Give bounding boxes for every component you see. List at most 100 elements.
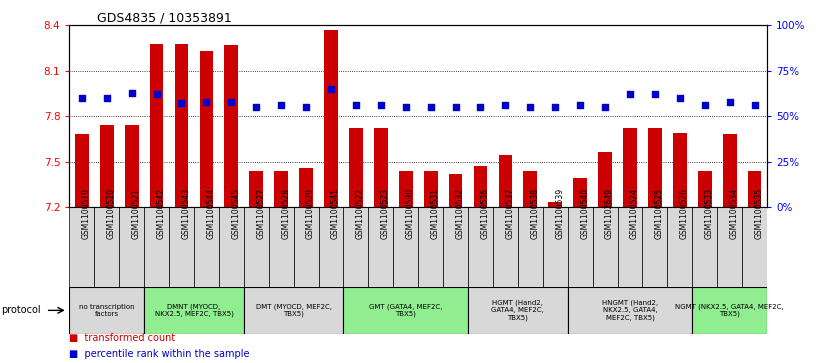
Point <box>375 102 388 108</box>
FancyBboxPatch shape <box>294 207 318 287</box>
FancyBboxPatch shape <box>443 207 468 287</box>
FancyBboxPatch shape <box>692 207 717 287</box>
Point <box>723 99 736 105</box>
FancyBboxPatch shape <box>468 207 493 287</box>
Bar <box>548 202 562 207</box>
Text: GSM1100537: GSM1100537 <box>505 188 514 239</box>
Bar <box>723 134 737 207</box>
Bar <box>598 152 612 207</box>
Text: protocol: protocol <box>1 305 41 315</box>
Text: GSM1102649: GSM1102649 <box>605 188 614 239</box>
Text: no transcription
factors: no transcription factors <box>79 304 135 317</box>
Text: GSM1100541: GSM1100541 <box>331 188 340 239</box>
Text: GSM1100542: GSM1100542 <box>157 188 166 239</box>
FancyBboxPatch shape <box>543 207 568 287</box>
FancyBboxPatch shape <box>418 207 443 287</box>
Bar <box>424 171 437 207</box>
Text: GSM1100528: GSM1100528 <box>282 188 290 239</box>
Point <box>325 86 338 92</box>
Point <box>75 95 88 101</box>
Bar <box>499 155 512 207</box>
Text: GSM1100520: GSM1100520 <box>107 188 116 239</box>
Bar <box>648 128 662 207</box>
Text: GDS4835 / 10353891: GDS4835 / 10353891 <box>97 11 232 24</box>
Text: GSM1100524: GSM1100524 <box>630 188 639 239</box>
Text: GSM1100521: GSM1100521 <box>131 188 140 239</box>
Text: ■  transformed count: ■ transformed count <box>69 333 175 343</box>
FancyBboxPatch shape <box>244 287 344 334</box>
Text: GSM1100540: GSM1100540 <box>580 188 589 239</box>
Bar <box>524 171 537 207</box>
Text: GSM1100527: GSM1100527 <box>256 188 265 239</box>
Bar <box>299 168 313 207</box>
Text: HGMT (Hand2,
GATA4, MEF2C,
TBX5): HGMT (Hand2, GATA4, MEF2C, TBX5) <box>491 300 544 321</box>
Text: DMNT (MYOCD,
NKX2.5, MEF2C, TBX5): DMNT (MYOCD, NKX2.5, MEF2C, TBX5) <box>154 303 233 317</box>
FancyBboxPatch shape <box>667 207 692 287</box>
FancyBboxPatch shape <box>642 207 667 287</box>
Text: GSM1100532: GSM1100532 <box>455 188 464 239</box>
Point <box>548 104 561 110</box>
Bar <box>100 125 113 207</box>
FancyBboxPatch shape <box>318 207 344 287</box>
FancyBboxPatch shape <box>344 287 468 334</box>
Bar <box>374 128 388 207</box>
Bar <box>324 30 338 207</box>
Text: GSM1100545: GSM1100545 <box>231 188 241 239</box>
Point <box>673 95 686 101</box>
FancyBboxPatch shape <box>144 287 244 334</box>
Bar <box>149 44 163 207</box>
FancyBboxPatch shape <box>393 207 418 287</box>
FancyBboxPatch shape <box>568 207 592 287</box>
FancyBboxPatch shape <box>244 207 268 287</box>
FancyBboxPatch shape <box>344 207 368 287</box>
Point <box>524 104 537 110</box>
Bar <box>449 174 463 207</box>
Text: GSM1100538: GSM1100538 <box>530 188 539 239</box>
Point <box>349 102 362 108</box>
Text: GSM1100534: GSM1100534 <box>730 188 738 239</box>
Point <box>275 102 288 108</box>
Point <box>748 102 761 108</box>
Text: DMT (MYOCD, MEF2C,
TBX5): DMT (MYOCD, MEF2C, TBX5) <box>255 303 331 317</box>
Text: GSM1100526: GSM1100526 <box>680 188 689 239</box>
Text: GSM1100530: GSM1100530 <box>406 188 415 239</box>
Bar <box>200 51 213 207</box>
Text: GSM1100522: GSM1100522 <box>356 188 365 239</box>
FancyBboxPatch shape <box>368 207 393 287</box>
Point <box>574 102 587 108</box>
FancyBboxPatch shape <box>169 207 194 287</box>
FancyBboxPatch shape <box>518 207 543 287</box>
Bar <box>399 171 413 207</box>
Point <box>175 101 188 106</box>
FancyBboxPatch shape <box>692 287 767 334</box>
FancyBboxPatch shape <box>717 207 742 287</box>
Bar <box>574 178 587 207</box>
Point <box>649 91 662 97</box>
Bar <box>623 128 636 207</box>
Point <box>250 104 263 110</box>
Text: GSM1100533: GSM1100533 <box>705 188 714 239</box>
Point <box>474 104 487 110</box>
Text: GSM1100531: GSM1100531 <box>431 188 440 239</box>
Point <box>424 104 437 110</box>
Text: GSM1100539: GSM1100539 <box>555 188 564 239</box>
Bar <box>224 45 238 207</box>
Text: ■  percentile rank within the sample: ■ percentile rank within the sample <box>69 349 250 359</box>
Bar <box>349 128 363 207</box>
Bar <box>125 125 139 207</box>
Point <box>100 95 113 101</box>
FancyBboxPatch shape <box>493 207 518 287</box>
FancyBboxPatch shape <box>69 207 95 287</box>
Bar <box>175 44 188 207</box>
Point <box>224 99 237 105</box>
Bar <box>250 171 263 207</box>
Text: GSM1100519: GSM1100519 <box>82 188 91 239</box>
Text: GSM1100544: GSM1100544 <box>206 188 215 239</box>
Text: NGMT (NKX2.5, GATA4, MEF2C,
TBX5): NGMT (NKX2.5, GATA4, MEF2C, TBX5) <box>676 303 784 317</box>
FancyBboxPatch shape <box>468 287 568 334</box>
Point <box>623 91 636 97</box>
FancyBboxPatch shape <box>592 207 618 287</box>
Text: GSM1100535: GSM1100535 <box>755 188 764 239</box>
FancyBboxPatch shape <box>618 207 642 287</box>
Text: GSM1100523: GSM1100523 <box>381 188 390 239</box>
